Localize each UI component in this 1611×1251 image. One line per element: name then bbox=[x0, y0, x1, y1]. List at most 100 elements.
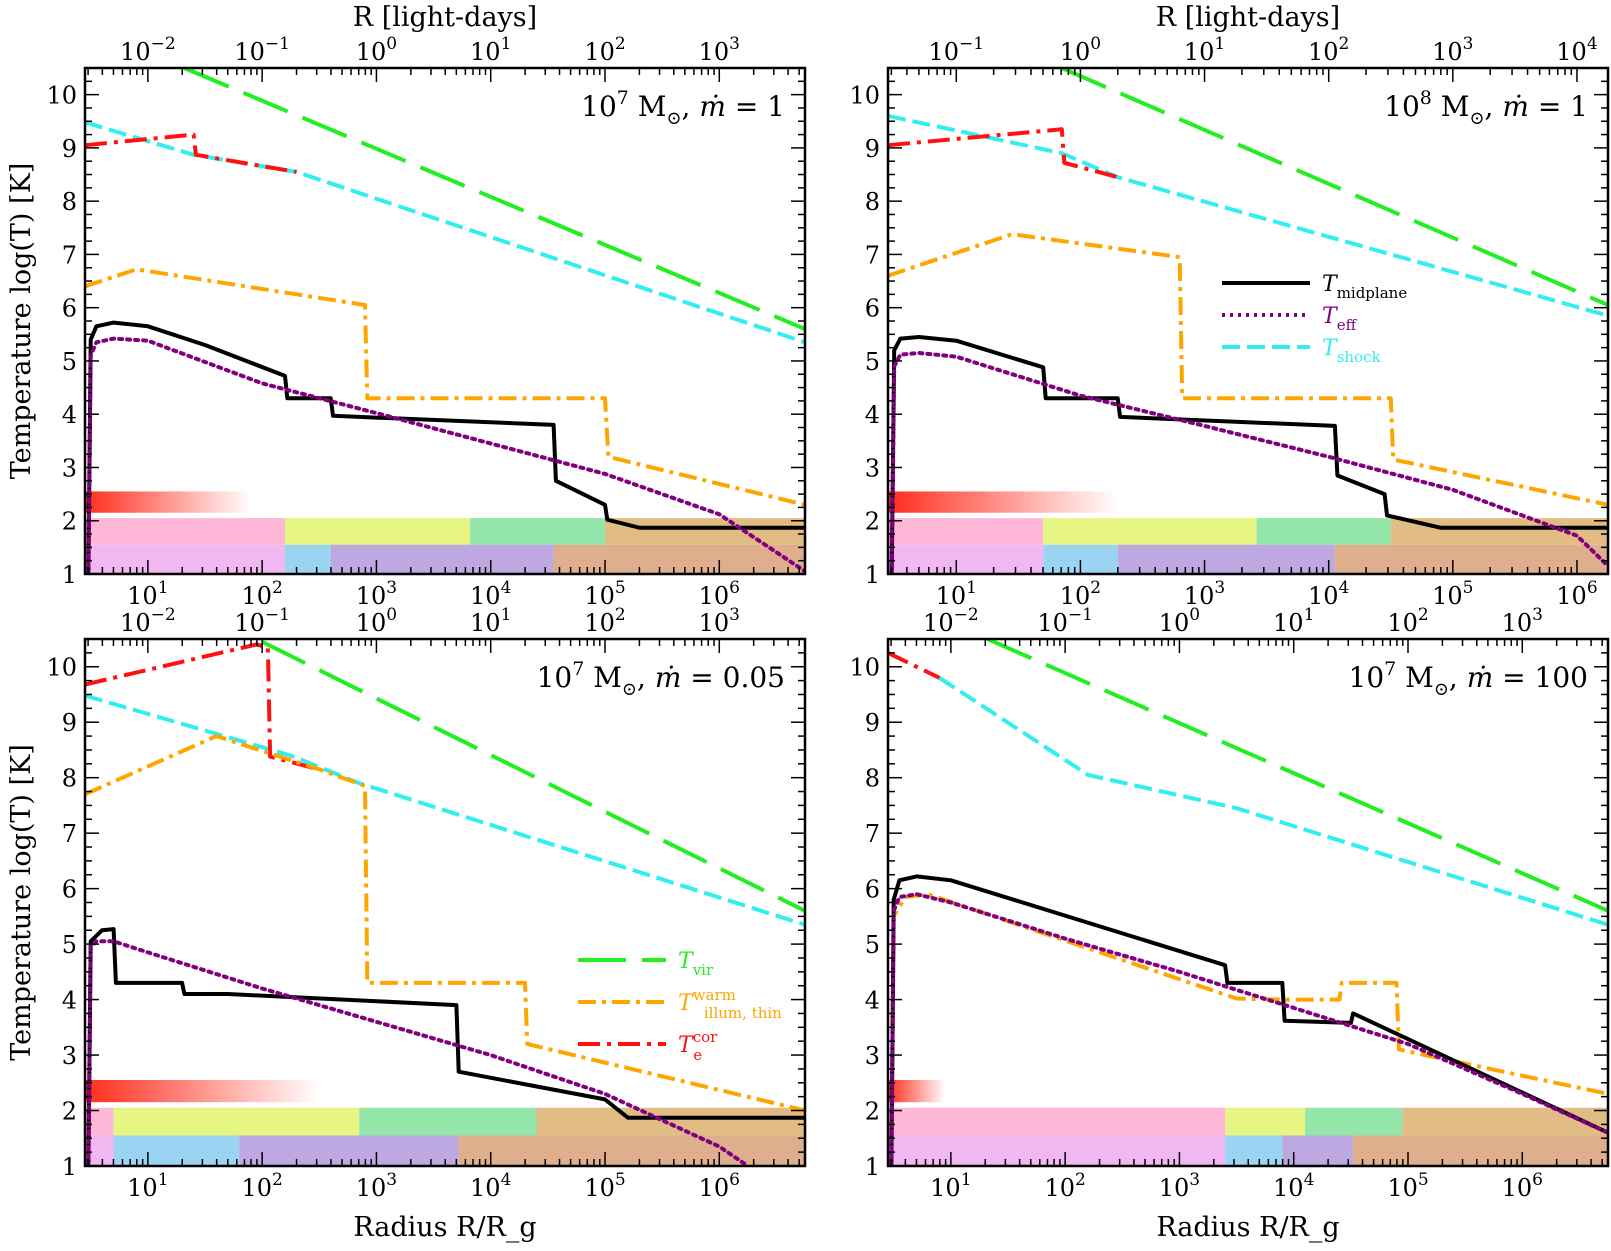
legend-label-eff: Teff bbox=[1322, 304, 1358, 334]
y-tick-label: 1 bbox=[62, 1153, 77, 1181]
series-mid-line bbox=[889, 874, 1608, 1166]
region-band-mid bbox=[888, 518, 1044, 545]
region-band-bot bbox=[330, 544, 554, 574]
y-axis-title: Temperature log(T) [K] bbox=[6, 163, 37, 480]
x-tick-label: 105 bbox=[1387, 1170, 1428, 1202]
axes-frame bbox=[886, 637, 1610, 1168]
panel-2: 1 2 3 4 5 6 7 8 9 10 101 102 103 104 105 106 10−1 100 101 1… bbox=[849, 2, 1610, 610]
legend-label-mid: Tmidplane bbox=[1322, 272, 1407, 302]
y-tick-label: 10 bbox=[849, 82, 880, 110]
x-tick-label: 104 bbox=[1308, 578, 1349, 610]
legend-label-cor: Tcor e bbox=[678, 1028, 718, 1064]
region-band-mid bbox=[1256, 518, 1391, 545]
region-band-mid bbox=[359, 1107, 537, 1136]
panel-title: 107 M⊙, ṁ = 1 bbox=[581, 87, 785, 129]
region-band-mid bbox=[1225, 1107, 1306, 1136]
top-tick-label: 102 bbox=[1387, 605, 1428, 637]
y-tick-label: 3 bbox=[865, 454, 880, 482]
top-axis-title: R [light-days] bbox=[1156, 2, 1340, 33]
top-tick-label: 101 bbox=[470, 605, 511, 637]
y-tick-label: 8 bbox=[62, 188, 77, 216]
plot-area bbox=[85, 68, 805, 574]
x-tick-label: 102 bbox=[1044, 1170, 1085, 1202]
top-tick-label: 104 bbox=[1556, 34, 1597, 66]
top-tick-label: 102 bbox=[584, 605, 625, 637]
y-tick-label: 8 bbox=[865, 188, 880, 216]
y-tick-label: 5 bbox=[62, 348, 77, 376]
top-tick-label: 101 bbox=[470, 34, 511, 66]
y-tick-label: 3 bbox=[62, 454, 77, 482]
region-band-mid bbox=[536, 1107, 805, 1136]
x-tick-label: 105 bbox=[584, 578, 625, 610]
y-tick-label: 6 bbox=[865, 876, 880, 904]
y-tick-label: 7 bbox=[865, 241, 880, 269]
x-tick-label: 102 bbox=[241, 1170, 282, 1202]
top-tick-label: 10−2 bbox=[120, 34, 176, 66]
series-eff-line bbox=[889, 892, 1608, 1166]
y-tick-label: 6 bbox=[865, 295, 880, 323]
top-tick-label: 100 bbox=[356, 34, 397, 66]
legend: Tvir Twarm illum, thin Tcor e bbox=[578, 949, 782, 1064]
region-band-top bbox=[85, 1080, 320, 1103]
top-tick-label: 100 bbox=[1159, 605, 1200, 637]
top-axis-title: R [light-days] bbox=[353, 2, 537, 33]
top-tick-label: 103 bbox=[699, 605, 740, 637]
series-shock-line bbox=[85, 120, 805, 345]
x-tick-label: 102 bbox=[241, 578, 282, 610]
series-eff-line bbox=[889, 351, 1608, 574]
region-band-mid bbox=[1305, 1107, 1403, 1136]
panel-4: 1 2 3 4 5 6 7 8 9 10 101 102 103 104 105 106 10−2 10−1 100… bbox=[849, 605, 1610, 1243]
y-tick-label: 10 bbox=[46, 654, 77, 682]
x-tick-label: 106 bbox=[1556, 578, 1597, 610]
y-tick-label: 9 bbox=[62, 135, 77, 163]
region-band-bot bbox=[1334, 544, 1608, 574]
panel-1: 1 2 3 4 5 6 7 8 9 10 101 102 103 104 105 106 10−2 10−1 100… bbox=[6, 2, 807, 610]
x-tick-label: 101 bbox=[127, 578, 168, 610]
region-band-mid bbox=[470, 518, 605, 545]
series-vir-line bbox=[1061, 68, 1608, 307]
y-tick-label: 2 bbox=[865, 1098, 880, 1126]
top-tick-label: 10−1 bbox=[234, 605, 290, 637]
region-band-mid bbox=[1402, 1107, 1608, 1136]
series-cor-line bbox=[888, 127, 1119, 180]
panel-3: 1 2 3 4 5 6 7 8 9 10 101 102 103 104 105 106 10−2 10−1 100… bbox=[6, 605, 807, 1243]
y-tick-label: 8 bbox=[865, 765, 880, 793]
region-band-bot bbox=[85, 544, 285, 574]
region-band-bot bbox=[113, 1135, 240, 1166]
series-cor-line bbox=[85, 132, 297, 174]
x-tick-label: 101 bbox=[127, 1170, 168, 1202]
plot-area bbox=[888, 639, 1608, 1166]
y-tick-label: 1 bbox=[62, 561, 77, 589]
top-tick-label: 100 bbox=[1060, 34, 1101, 66]
y-tick-label: 7 bbox=[62, 241, 77, 269]
y-tick-label: 1 bbox=[865, 561, 880, 589]
y-tick-label: 6 bbox=[62, 876, 77, 904]
region-band-bot bbox=[458, 1135, 805, 1166]
x-tick-label: 102 bbox=[1060, 578, 1101, 610]
y-tick-label: 7 bbox=[865, 820, 880, 848]
region-band-top bbox=[85, 491, 251, 513]
series-vir-line bbox=[183, 68, 805, 331]
plot-area bbox=[888, 68, 1608, 574]
x-tick-label: 101 bbox=[930, 1170, 971, 1202]
x-tick-label: 101 bbox=[936, 578, 977, 610]
x-tick-label: 106 bbox=[1502, 1170, 1543, 1202]
region-band-mid bbox=[888, 1107, 1226, 1136]
series-eff-line bbox=[86, 939, 750, 1166]
series-illum-line bbox=[889, 892, 1608, 1166]
region-band-mid bbox=[1390, 518, 1608, 545]
region-band-bot bbox=[1282, 1135, 1354, 1166]
x-tick-label: 104 bbox=[470, 578, 511, 610]
series-shock-line bbox=[888, 113, 1608, 318]
series-vir-line bbox=[986, 639, 1608, 913]
legend-label-vir: Tvir bbox=[678, 949, 714, 979]
top-tick-label: 100 bbox=[356, 605, 397, 637]
top-tick-label: 10−2 bbox=[120, 605, 176, 637]
region-band-bot bbox=[285, 544, 331, 574]
panel-title: 107 M⊙, ṁ = 100 bbox=[1349, 658, 1589, 700]
y-tick-label: 6 bbox=[62, 295, 77, 323]
x-tick-label: 105 bbox=[584, 1170, 625, 1202]
series-shock-line bbox=[85, 693, 805, 927]
y-tick-label: 10 bbox=[849, 654, 880, 682]
